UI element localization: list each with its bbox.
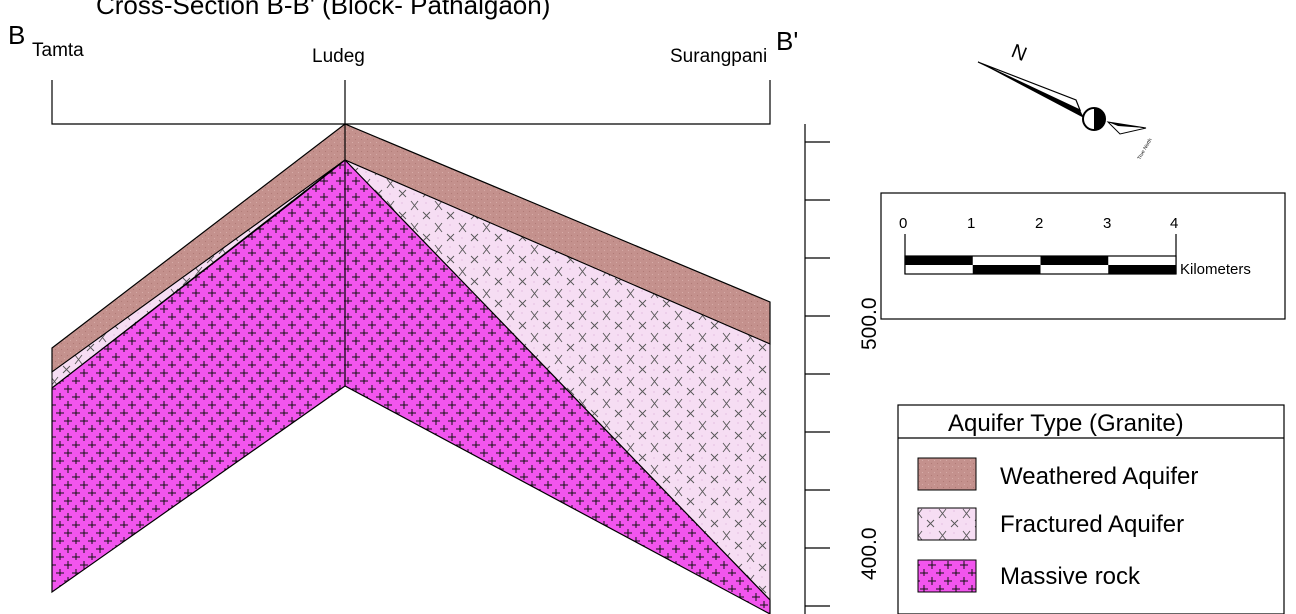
scale-tick-3: 3 [1103,215,1111,232]
elevation-tick-label-400: 400.0 [858,527,881,580]
section-start-label: B [8,20,25,50]
north-arrow-icon: N True North [977,40,1154,161]
legend-title: Aquifer Type (Granite) [948,410,1184,437]
location-label-ludeg: Ludeg [312,46,365,67]
elevation-axis [804,124,830,614]
legend: Aquifer Type (Granite) Weathered Aquifer… [897,404,1285,614]
scale-bar: 0 1 2 3 4 Kilometers [880,192,1286,320]
legend-item-weathered-aquifer: Weathered Aquifer [1000,463,1198,490]
location-label-surangpani: Surangpani [670,46,767,67]
scale-tick-2: 2 [1035,215,1043,232]
diagram-title: Cross-Section B-B' (Block- Pathalgaon) [96,0,550,20]
north-label: N [1008,40,1030,66]
legend-item-fractured-aquifer: Fractured Aquifer [1000,511,1184,538]
massive-rock-layer [51,159,771,614]
legend-swatch-weathered [917,457,977,491]
scale-tick-4: 4 [1170,215,1178,232]
legend-swatch-fractured [917,507,977,541]
scale-unit-label: Kilometers [1180,261,1251,278]
legend-swatch-massive [917,559,977,593]
true-north-label: True North [1137,137,1154,161]
scale-tick-1: 1 [967,215,975,232]
location-label-tamta: Tamta [32,40,84,61]
elevation-tick-label-500: 500.0 [858,297,881,350]
section-end-label: B' [776,26,798,56]
scale-tick-0: 0 [899,215,907,232]
section-trace-bracket [51,80,771,125]
legend-item-massive-rock: Massive rock [1000,563,1141,590]
